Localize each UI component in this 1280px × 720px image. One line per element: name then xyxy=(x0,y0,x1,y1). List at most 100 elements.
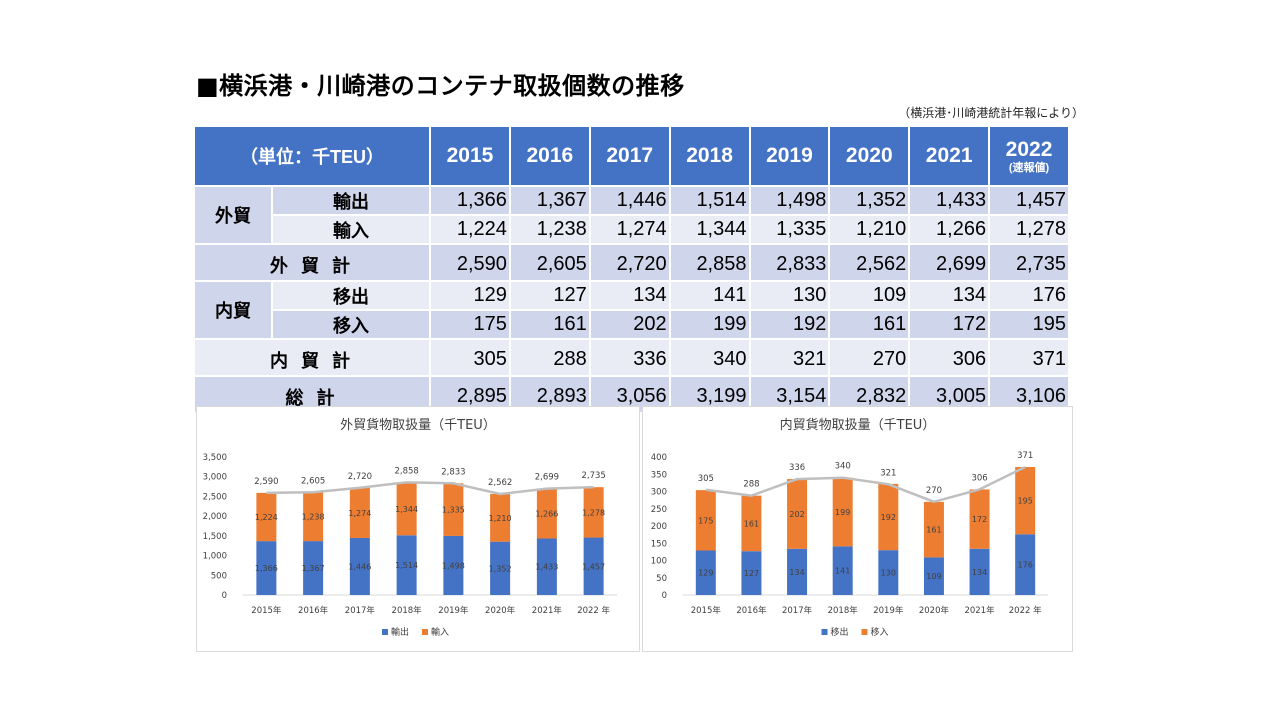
total-label: 2,735 xyxy=(581,471,605,481)
data-label: 1,210 xyxy=(489,514,512,523)
y-tick-label: 2,000 xyxy=(203,512,227,522)
data-label: 1,433 xyxy=(535,563,558,572)
data-label: 1,274 xyxy=(348,509,371,518)
table-cell: 2,699 xyxy=(908,243,991,282)
table-cell: 1,278 xyxy=(988,214,1070,245)
bar-lower xyxy=(536,538,557,595)
bar-lower xyxy=(256,541,277,595)
data-label: 1,278 xyxy=(582,508,605,517)
total-label: 270 xyxy=(926,486,942,496)
bar-lower xyxy=(878,550,899,595)
y-tick-label: 300 xyxy=(651,488,667,498)
y-tick-label: 250 xyxy=(651,505,667,515)
bar-lower xyxy=(396,535,417,595)
data-label: 1,367 xyxy=(302,564,325,573)
x-tick-label: 2019年 xyxy=(438,605,469,616)
bar-upper xyxy=(443,483,464,536)
total-label: 2,858 xyxy=(394,466,418,476)
total-label: 306 xyxy=(971,473,987,483)
domestic-trade-chart: 内貿貨物取扱量（千TEU） 0 50 100 150 200 250 300 350 400 201… xyxy=(642,406,1073,652)
table-row: 内貿 移出 129 127 134 141 130 109 134 176 xyxy=(193,280,1070,340)
foreign-trade-chart-svg: 外貿貨物取扱量（千TEU） 0 500 1,000 1,500 2,000 2,500 3,0… xyxy=(203,417,617,638)
table-cell: 161 xyxy=(828,309,911,340)
table-cell: 1,367 xyxy=(508,185,591,216)
y-tick-label: 2,500 xyxy=(203,492,227,502)
bar-lower xyxy=(832,546,853,595)
bar-upper xyxy=(396,482,417,536)
total-label: 2,562 xyxy=(488,478,512,488)
total-label: 2,605 xyxy=(301,476,325,486)
domestic-group-label: 内貿 xyxy=(193,280,273,340)
data-label: 161 xyxy=(926,526,941,535)
table-cell: 176 xyxy=(988,280,1070,311)
total-label: 336 xyxy=(789,463,805,473)
table-cell: 1,274 xyxy=(588,214,671,245)
total-label: 2,720 xyxy=(348,472,372,482)
table-row: 外貿 輸出 1,366 1,367 1,446 1,514 1,498 1,35… xyxy=(193,185,1070,245)
x-tick-label: 2019年 xyxy=(873,605,904,616)
year-header: 2017 xyxy=(588,125,671,187)
data-label: 1,457 xyxy=(582,562,605,571)
y-tick-label: 50 xyxy=(656,574,667,584)
table-cell: 1,224 xyxy=(429,214,511,245)
legend-label: 輸出 xyxy=(391,626,409,638)
data-label: 195 xyxy=(1018,497,1033,506)
bar-upper xyxy=(1015,467,1036,535)
table-cell: 129 xyxy=(429,280,511,311)
data-label: 176 xyxy=(1018,561,1033,570)
table-cell: 109 xyxy=(828,280,911,311)
y-tick-label: 500 xyxy=(211,571,227,581)
legend-swatch xyxy=(422,629,428,635)
total-label: 288 xyxy=(743,480,759,490)
year-header: 2016 xyxy=(508,125,591,187)
row-label: 移入 xyxy=(270,309,432,340)
page-title: ■横浜港・川崎港のコンテナ取扱個数の推移 xyxy=(196,72,685,100)
year-header-2022: 2022 (速報値) xyxy=(988,125,1070,187)
table-cell: 306 xyxy=(908,338,991,377)
unit-header: （単位：千TEU） xyxy=(192,125,432,187)
bar-upper xyxy=(923,501,944,558)
table-cell: 340 xyxy=(668,338,751,377)
year-2022-label: 2022 xyxy=(1005,138,1053,161)
foreign-group-label: 外貿 xyxy=(193,185,273,245)
table-cell: 141 xyxy=(668,280,751,311)
table-cell: 134 xyxy=(588,280,671,311)
bar-lower xyxy=(969,548,990,595)
data-label: 175 xyxy=(698,516,713,525)
legend-label: 輸入 xyxy=(431,626,449,638)
table-cell: 1,210 xyxy=(828,214,911,245)
x-tick-label: 2017年 xyxy=(782,605,813,616)
x-tick-label: 2022 年 xyxy=(1009,605,1042,616)
table-cell: 1,344 xyxy=(668,214,751,245)
bar-upper xyxy=(536,488,557,539)
y-tick-label: 150 xyxy=(651,539,667,549)
legend-swatch xyxy=(821,629,828,635)
total-label: 371 xyxy=(1017,451,1033,461)
table-cell: 2,735 xyxy=(988,243,1070,282)
data-label: 129 xyxy=(698,569,713,578)
data-label: 1,238 xyxy=(302,513,325,522)
y-tick-label: 0 xyxy=(662,591,667,601)
row-label: 輸入 xyxy=(270,214,432,245)
table-cell: 2,833 xyxy=(748,243,831,282)
table-cell: 1,352 xyxy=(828,185,911,216)
source-note: （横浜港･川崎港統計年報により） xyxy=(898,106,1084,120)
total-label: 340 xyxy=(835,462,851,472)
table-cell: 130 xyxy=(748,280,831,311)
bar-upper xyxy=(349,487,370,538)
year-header: 2021 xyxy=(908,125,991,187)
bar-upper xyxy=(490,493,511,542)
y-tick-label: 3,500 xyxy=(203,453,227,463)
table-cell: 192 xyxy=(748,309,831,340)
data-label: 1,344 xyxy=(395,505,418,514)
container-table: （単位：千TEU） 2015 2016 2017 2018 2019 2020 … xyxy=(192,125,1070,414)
preliminary-note: (速報値) xyxy=(1008,162,1050,174)
data-label: 134 xyxy=(789,568,804,577)
table-row: 内 貿 計 305 288 336 340 321 270 306 371 xyxy=(192,338,1070,377)
row-label: 内 貿 計 xyxy=(192,338,432,377)
data-label: 172 xyxy=(972,515,987,524)
data-label: 1,446 xyxy=(348,562,371,571)
bar-upper xyxy=(969,489,990,549)
y-tick-label: 400 xyxy=(651,453,667,463)
total-label: 2,590 xyxy=(254,477,278,487)
